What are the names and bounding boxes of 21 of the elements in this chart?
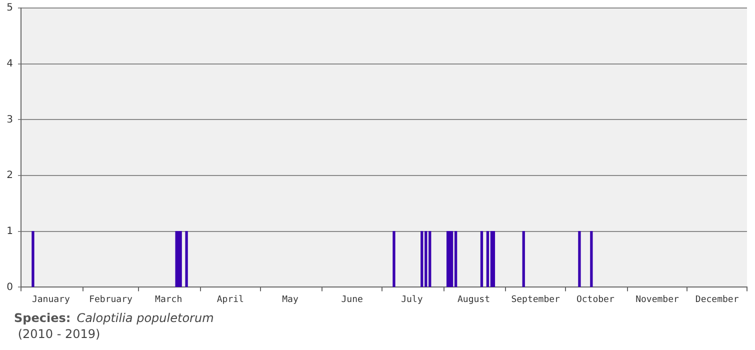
x-tick-label: September: [511, 294, 561, 305]
y-tick-label: 4: [6, 58, 13, 70]
x-tick-label: January: [32, 294, 70, 305]
x-tick-label: November: [636, 294, 680, 305]
text: (2010 - 2019): [16, 326, 102, 342]
y-tick-label: 3: [6, 114, 13, 126]
x-tick-label: May: [282, 294, 299, 305]
x-tick-label: December: [695, 294, 740, 305]
x-tick-label: February: [89, 294, 133, 305]
x-tick-label: June: [341, 294, 363, 305]
x-tick-label: August: [457, 294, 490, 305]
x-tick-label: March: [155, 294, 182, 305]
text: Caloptilia populetorum: [76, 311, 214, 325]
x-tick-label: July: [401, 294, 424, 305]
y-tick-label: 5: [6, 2, 13, 14]
y-tick-label: 1: [6, 226, 13, 237]
x-tick-label: October: [576, 294, 615, 305]
x-tick-label: April: [216, 294, 244, 305]
text: Species:: [14, 311, 71, 325]
y-tick-label: 0: [6, 282, 13, 293]
y-tick-label: 2: [6, 170, 13, 182]
